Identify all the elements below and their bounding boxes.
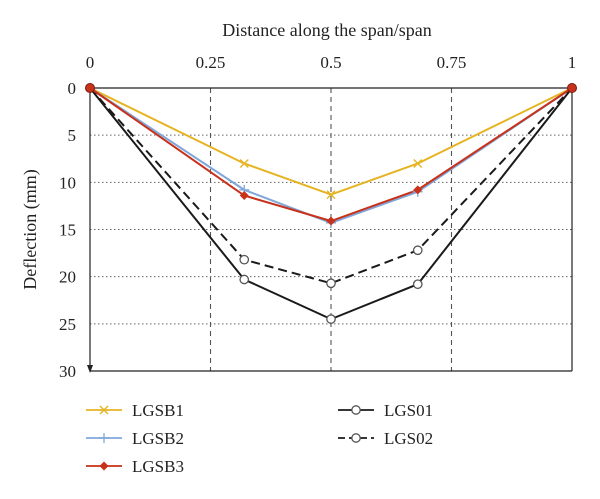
legend-item-lgsb1: LGSB1 (86, 401, 184, 420)
data-point-lgsb3 (326, 216, 336, 226)
data-point-lgs01 (326, 314, 336, 324)
legend-marker (99, 433, 109, 443)
y-tick-label: 25 (59, 315, 76, 334)
y-tick-label: 5 (68, 126, 77, 145)
support-point (567, 83, 577, 93)
legend-label: LGSB3 (132, 457, 184, 476)
x-tick-label: 0 (86, 53, 95, 72)
legend-item-lgs02: LGS02 (338, 429, 433, 448)
axes (87, 87, 573, 373)
x-axis-title: Distance along the span/span (222, 20, 431, 40)
y-tick-label: 10 (59, 173, 76, 192)
data-point-lgs02 (412, 245, 423, 256)
x-tick-label: 0.5 (320, 53, 341, 72)
x-tick-label: 0.75 (437, 53, 467, 72)
series-markers (85, 83, 577, 324)
y-tick-label: 20 (59, 268, 76, 287)
x-tick-label: 1 (568, 53, 577, 72)
legend-marker (99, 405, 109, 415)
data-point-lgsb3 (239, 191, 249, 201)
data-point-lgs01 (412, 279, 423, 290)
data-point-lgsb1 (326, 190, 336, 200)
y-tick-label: 15 (59, 221, 76, 240)
legend: LGSB1 LGS01 LGSB2 LGS02 LGSB3 (86, 401, 433, 476)
legend-marker (351, 405, 361, 415)
legend-item-lgs01: LGS01 (338, 401, 433, 420)
data-point-lgsb1 (413, 158, 423, 168)
legend-label: LGSB1 (132, 401, 184, 420)
legend-label: LGSB2 (132, 429, 184, 448)
legend-item-lgsb2: LGSB2 (86, 429, 184, 448)
data-point-lgsb3 (413, 185, 423, 195)
y-tick-label: 30 (59, 362, 76, 381)
legend-marker (99, 461, 109, 471)
y-axis-title: Deflection (mm) (20, 169, 41, 289)
legend-label: LGS01 (384, 401, 433, 420)
legend-marker (351, 433, 361, 443)
data-point-lgs01 (239, 274, 250, 285)
support-point (85, 83, 95, 93)
data-point-lgs02 (239, 254, 250, 265)
data-point-lgsb1 (239, 158, 249, 168)
legend-item-lgsb3: LGSB3 (86, 457, 184, 476)
x-tick-label: 0.25 (196, 53, 226, 72)
y-tick-label: 0 (68, 79, 77, 98)
data-point-lgs02 (326, 278, 336, 289)
y-axis-arrow-icon (87, 365, 93, 373)
grid-lines (90, 88, 572, 372)
legend-label: LGS02 (384, 429, 433, 448)
